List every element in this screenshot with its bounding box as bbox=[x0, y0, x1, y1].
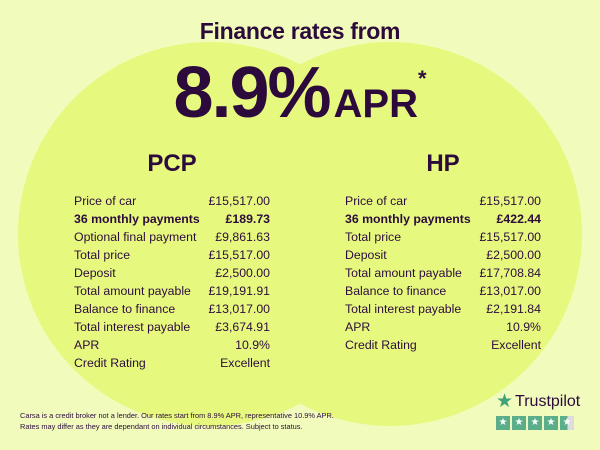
row-label: Credit Rating bbox=[345, 338, 417, 352]
row-value: £15,517.00 bbox=[479, 194, 541, 208]
row-value: £2,500.00 bbox=[215, 266, 270, 280]
row-value: Excellent bbox=[220, 356, 270, 370]
row-label: Deposit bbox=[74, 266, 116, 280]
hp-row: APR 10.9% bbox=[345, 318, 541, 336]
hp-row: 36 monthly payments £422.44 bbox=[345, 210, 541, 228]
pcp-row: Balance to finance £13,017.00 bbox=[74, 300, 270, 318]
row-label: 36 monthly payments bbox=[345, 212, 471, 226]
row-value: £15,517.00 bbox=[208, 248, 270, 262]
background-circle-right bbox=[198, 42, 582, 426]
row-value: £189.73 bbox=[225, 212, 270, 226]
star-icon: ★ bbox=[496, 391, 514, 412]
row-label: Total interest payable bbox=[345, 302, 462, 316]
row-label: APR bbox=[74, 338, 100, 352]
row-value: £422.44 bbox=[496, 212, 541, 226]
headline: Finance rates from bbox=[199, 18, 401, 44]
hp-row: Balance to finance £13,017.00 bbox=[345, 282, 541, 300]
disclaimer-line: Rates may differ as they are dependant o… bbox=[20, 422, 303, 431]
hp-row: Credit Rating Excellent bbox=[345, 336, 541, 354]
pcp-row: APR 10.9% bbox=[74, 336, 270, 354]
row-label: Optional final payment bbox=[74, 230, 197, 244]
row-label: Balance to finance bbox=[345, 284, 447, 298]
pcp-title: PCP bbox=[147, 150, 197, 177]
row-value: £17,708.84 bbox=[479, 266, 541, 280]
pcp-row: Optional final payment £9,861.63 bbox=[74, 228, 270, 246]
pcp-row: Total price £15,517.00 bbox=[74, 246, 270, 264]
pcp-row: Total interest payable £3,674.91 bbox=[74, 318, 270, 336]
row-value: £15,517.00 bbox=[479, 230, 541, 244]
pcp-row: Price of car £15,517.00 bbox=[74, 192, 270, 210]
asterisk: * bbox=[418, 66, 427, 91]
row-label: Credit Rating bbox=[74, 356, 146, 370]
hp-row: Total price £15,517.00 bbox=[345, 228, 541, 246]
pcp-row: Credit Rating Excellent bbox=[74, 354, 270, 372]
half-star-icon: ★ bbox=[560, 416, 574, 430]
trustpilot-rating: ★ ★ ★ ★ ★ bbox=[496, 416, 580, 430]
star-icon: ★ bbox=[528, 416, 542, 430]
hp-row: Price of car £15,517.00 bbox=[345, 192, 541, 210]
row-label: Total price bbox=[74, 248, 131, 262]
row-label: 36 monthly payments bbox=[74, 212, 200, 226]
star-icon: ★ bbox=[512, 416, 526, 430]
rate-display: 8.9% APR* bbox=[0, 52, 600, 134]
hp-row: Deposit £2,500.00 bbox=[345, 246, 541, 264]
pcp-row: 36 monthly payments £189.73 bbox=[74, 210, 270, 228]
star-icon: ★ bbox=[496, 416, 510, 430]
trustpilot-label: Trustpilot bbox=[515, 392, 581, 410]
row-value: £3,674.91 bbox=[215, 320, 270, 334]
row-value: £2,500.00 bbox=[486, 248, 541, 262]
row-value: 10.9% bbox=[506, 320, 541, 334]
row-value: Excellent bbox=[491, 338, 541, 352]
row-label: Deposit bbox=[345, 248, 387, 262]
row-value: £9,861.63 bbox=[215, 230, 270, 244]
row-value: £15,517.00 bbox=[208, 194, 270, 208]
rate-value: 8.9% bbox=[173, 53, 331, 133]
row-value: £19,191.91 bbox=[208, 284, 270, 298]
hp-title: HP bbox=[426, 150, 460, 177]
row-label: Total amount payable bbox=[74, 284, 191, 298]
row-value: £13,017.00 bbox=[479, 284, 541, 298]
hp-row: Total amount payable £17,708.84 bbox=[345, 264, 541, 282]
row-value: £2,191.84 bbox=[486, 302, 541, 316]
row-label: Total price bbox=[345, 230, 402, 244]
row-value: £13,017.00 bbox=[208, 302, 270, 316]
pcp-row: Total amount payable £19,191.91 bbox=[74, 282, 270, 300]
row-value: 10.9% bbox=[235, 338, 270, 352]
row-label: Total amount payable bbox=[345, 266, 462, 280]
pcp-table: PCP Price of car £15,517.00 36 monthly pay… bbox=[74, 150, 270, 372]
disclaimer: Carsa is a credit broker not a lender. O… bbox=[20, 410, 334, 432]
star-icon: ★ bbox=[544, 416, 558, 430]
row-label: Price of car bbox=[345, 194, 408, 208]
row-label: APR bbox=[345, 320, 371, 334]
row-label: Total interest payable bbox=[74, 320, 191, 334]
trustpilot-badge[interactable]: ★ Trustpilot ★ ★ ★ ★ ★ bbox=[496, 390, 580, 430]
row-label: Balance to finance bbox=[74, 302, 176, 316]
hp-row: Total interest payable £2,191.84 bbox=[345, 300, 541, 318]
disclaimer-line: Carsa is a credit broker not a lender. O… bbox=[20, 411, 334, 420]
rate-unit: APR bbox=[333, 82, 418, 126]
hp-table: HP Price of car £15,517.00 36 monthly paym… bbox=[345, 150, 541, 354]
pcp-row: Deposit £2,500.00 bbox=[74, 264, 270, 282]
row-label: Price of car bbox=[74, 194, 137, 208]
